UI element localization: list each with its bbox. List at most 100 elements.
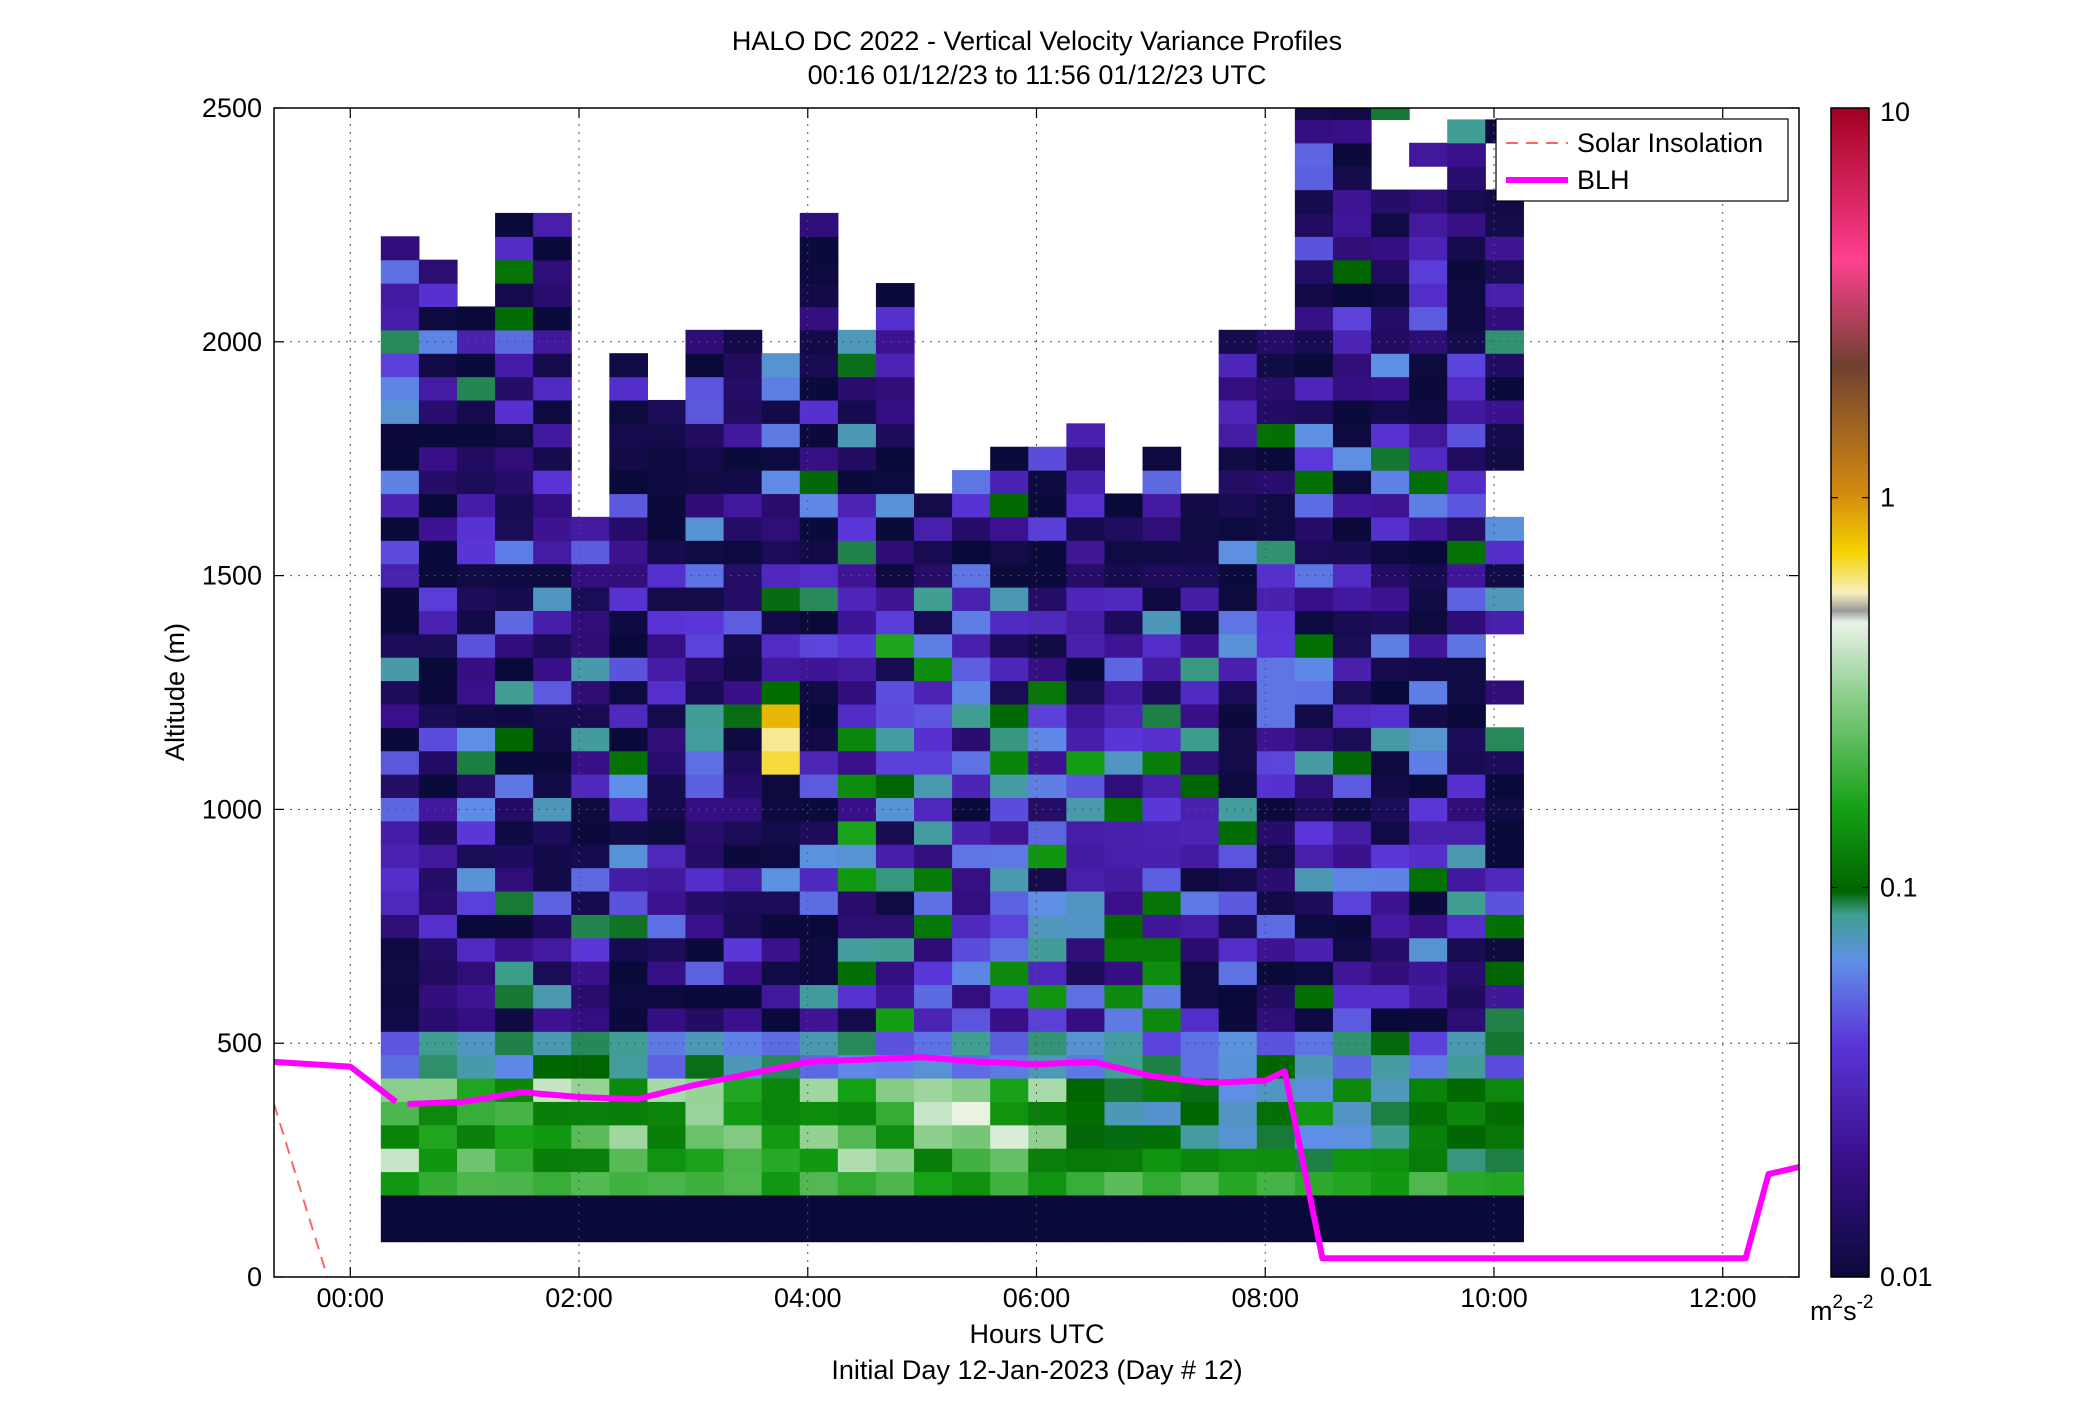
heatmap-cell [418,306,458,331]
heatmap-cell [914,914,953,939]
x-tick-label: 02:00 [545,1283,613,1313]
heatmap-cell [1371,470,1410,495]
heatmap-cell [533,212,572,237]
heatmap-cell [609,797,649,822]
heatmap-cell [1104,961,1144,986]
heatmap-cell [380,750,420,775]
heatmap-cell [1409,914,1448,939]
heatmap-cell [495,844,534,869]
heatmap-cell [571,727,610,752]
heatmap-cell [990,657,1029,682]
heatmap-cell [952,680,991,705]
heatmap-cell [1447,680,1486,705]
heatmap-cell [533,470,572,495]
heatmap-cell [1218,1194,1258,1219]
heatmap-cell [1180,1194,1220,1219]
heatmap-cell [1142,657,1182,682]
heatmap-cell [380,446,420,471]
heatmap-cell [837,1031,877,1056]
heatmap-cell [456,586,496,611]
heatmap-cell [1485,306,1524,331]
heatmap-cell [1294,1171,1334,1196]
heatmap-cell [723,446,763,471]
heatmap-cell [1256,820,1296,845]
heatmap-cell [1371,914,1410,939]
heatmap-cell [914,890,953,915]
heatmap-cell [1142,446,1182,471]
heatmap-cell [1371,1031,1410,1056]
heatmap-cell [1218,680,1258,705]
heatmap-cell [418,1148,458,1173]
heatmap-cell [799,259,839,284]
heatmap-cell [1332,867,1372,892]
heatmap-cell [723,867,763,892]
heatmap-cell [1409,961,1448,986]
heatmap-cell [1066,1148,1106,1173]
heatmap-cell [1218,423,1258,448]
heatmap-cell [723,540,763,565]
heatmap-cell [609,470,649,495]
heatmap-cell [914,727,953,752]
heatmap-cell [456,470,496,495]
heatmap-cell [1142,563,1182,588]
heatmap-cell [533,727,572,752]
heatmap-cell [1332,119,1372,144]
heatmap-cell [990,540,1029,565]
heatmap-cell [1485,1124,1524,1149]
heatmap-cell [723,586,763,611]
heatmap-cell [1256,1101,1296,1126]
heatmap-cell [418,703,458,728]
heatmap-cell [1332,680,1372,705]
heatmap-cell [799,844,839,869]
heatmap-cell [1180,844,1220,869]
heatmap-cell [1332,1031,1372,1056]
heatmap-cell [1066,984,1106,1009]
heatmap-cell [571,867,610,892]
heatmap-cell [1294,820,1334,845]
heatmap-cell [1256,750,1296,775]
heatmap-cell [1409,446,1448,471]
heatmap-cell [1104,540,1144,565]
heatmap-cell [799,774,839,799]
heatmap-cell [1028,1007,1067,1032]
heatmap-cell [1256,914,1296,939]
heatmap-cell [1409,329,1448,354]
heatmap-cell [495,1148,534,1173]
heatmap-cell [647,914,687,939]
heatmap-cell [1409,890,1448,915]
heatmap-cell [1256,961,1296,986]
heatmap-cell [495,1218,534,1243]
heatmap-cell [761,493,801,518]
heatmap-cell [1371,329,1410,354]
heatmap-cell [1066,797,1106,822]
heatmap-cell [1104,586,1144,611]
heatmap-cell [1447,540,1486,565]
solar-insolation-line [274,1103,329,1277]
heatmap-cell [495,680,534,705]
heatmap-cell [952,844,991,869]
heatmap-cell [1028,961,1067,986]
heatmap-cell [1485,610,1524,635]
heatmap-cell [990,1171,1029,1196]
heatmap-cell [1371,1054,1410,1079]
heatmap-cell [1028,1171,1067,1196]
heatmap-cell [1332,914,1372,939]
heatmap-cell [1332,1124,1372,1149]
heatmap-cell [533,750,572,775]
heatmap-cell [1256,610,1296,635]
heatmap-cell [418,283,458,308]
heatmap-cell [1332,727,1372,752]
heatmap-cell [952,914,991,939]
heatmap-cell [1485,890,1524,915]
heatmap-cell [1371,820,1410,845]
x-axis-ticks: 00:00 02:00 04:00 06:00 08:00 10:00 12:00 [316,108,1757,1313]
heatmap-cell [837,727,877,752]
heatmap-cell [609,1148,649,1173]
heatmap-cell [609,844,649,869]
heatmap-cell [1332,750,1372,775]
heatmap-cell [761,657,801,682]
heatmap-cell [1485,1101,1524,1126]
heatmap-cell [1218,633,1258,658]
heatmap-cell [456,820,496,845]
heatmap-cell [1218,820,1258,845]
